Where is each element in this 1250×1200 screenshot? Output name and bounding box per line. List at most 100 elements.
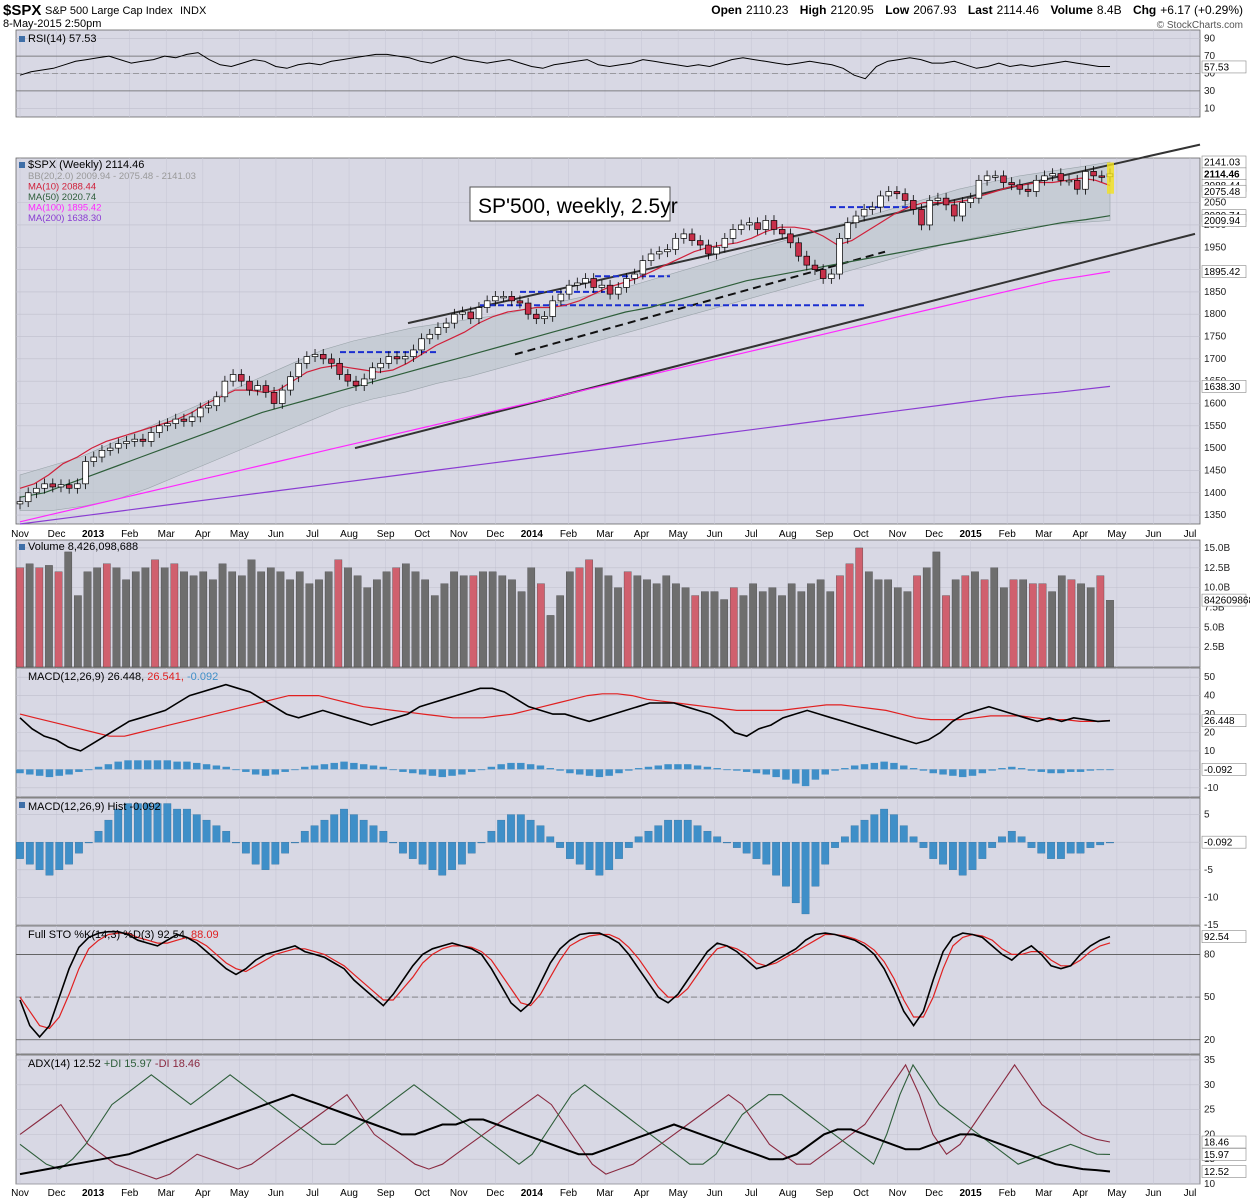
macd-hist-bar bbox=[94, 766, 103, 770]
macd-hist-bar bbox=[55, 769, 64, 776]
macd-hist-bar bbox=[634, 768, 643, 770]
volume-bar bbox=[1019, 579, 1028, 668]
hist-bar bbox=[782, 842, 790, 887]
macd-hist-bar bbox=[742, 769, 751, 772]
hist-bar bbox=[300, 830, 309, 843]
sto-value-tag: 92.54 bbox=[1204, 932, 1229, 943]
price-legend-item: MA(50) 2020.74 bbox=[28, 192, 96, 203]
volume-bar bbox=[102, 563, 111, 668]
volume-bar bbox=[373, 579, 381, 668]
x-axis-label: Mar bbox=[1035, 1188, 1053, 1199]
volume-bar bbox=[865, 571, 873, 668]
volume-bar bbox=[807, 583, 815, 668]
macd-hist-bar bbox=[1027, 769, 1036, 771]
adx-tick-label: 30 bbox=[1204, 1080, 1216, 1091]
hist-bar bbox=[939, 842, 947, 865]
macd-hist-bar bbox=[1096, 769, 1104, 771]
hist-bar bbox=[998, 836, 1006, 843]
volume-bar bbox=[35, 567, 44, 668]
macd-hist-bar bbox=[978, 769, 987, 774]
candle bbox=[254, 385, 261, 391]
hist-bar bbox=[408, 842, 417, 859]
macd-hist-bar bbox=[703, 766, 712, 770]
candle bbox=[672, 237, 679, 250]
macd-legend-label: MACD(12,26,9) bbox=[28, 671, 107, 683]
candle bbox=[459, 311, 466, 315]
volume-bar bbox=[363, 587, 372, 668]
macd-hist-bar bbox=[1047, 769, 1055, 774]
candle bbox=[811, 264, 819, 270]
x-axis-label: 2015 bbox=[960, 1188, 983, 1199]
panel-sto bbox=[15, 925, 1201, 1055]
low-value: 2067.93 bbox=[913, 3, 957, 17]
hist-bar bbox=[497, 819, 506, 843]
x-axis-label: Dec bbox=[48, 1188, 66, 1199]
x-axis-label: Feb bbox=[999, 1188, 1017, 1199]
volume-bar bbox=[228, 571, 237, 668]
volume-bar bbox=[816, 579, 825, 668]
hist-bar bbox=[438, 842, 447, 876]
x-axis-label: Feb bbox=[560, 529, 578, 540]
hist-bar bbox=[654, 825, 663, 843]
candle bbox=[65, 484, 73, 489]
adx-right-label-tag-box bbox=[1201, 1148, 1247, 1161]
volume-bar bbox=[778, 595, 786, 668]
rsi-tick-label: 30 bbox=[1204, 86, 1216, 97]
volume-bar bbox=[131, 571, 140, 668]
candle bbox=[33, 487, 40, 494]
volume-bar bbox=[141, 567, 150, 668]
hist-bar bbox=[752, 842, 761, 859]
candle bbox=[1098, 175, 1106, 178]
hist-bar bbox=[35, 842, 44, 870]
x-axis-label: Apr bbox=[1073, 529, 1089, 540]
macd-hist-bar bbox=[261, 769, 270, 776]
candle bbox=[131, 438, 138, 442]
x-axis-label: Jul bbox=[745, 1188, 758, 1199]
candle bbox=[1065, 179, 1073, 183]
x-axis-label: Aug bbox=[779, 529, 797, 540]
adx-right-label-tag-box bbox=[1201, 1135, 1247, 1149]
volume-bar bbox=[672, 583, 680, 668]
hist-bar bbox=[1096, 842, 1105, 846]
x-axis-label: Nov bbox=[450, 529, 468, 540]
adx-tick-label: 10 bbox=[1204, 1179, 1216, 1190]
candle bbox=[82, 461, 89, 485]
candle bbox=[680, 233, 688, 239]
candle bbox=[426, 333, 433, 340]
candle bbox=[787, 233, 794, 244]
hist-bar bbox=[840, 836, 849, 843]
hist-bar bbox=[507, 814, 515, 843]
low-label: Low bbox=[885, 3, 910, 17]
x-axis-label: Apr bbox=[634, 1188, 650, 1199]
adx-legend-adx: ADX(14) 12.52 bbox=[28, 1058, 104, 1070]
hist-value-tag-box bbox=[1201, 835, 1247, 849]
candle bbox=[311, 354, 319, 357]
volume-bar bbox=[1029, 583, 1037, 668]
macd-hist-bar bbox=[45, 769, 54, 778]
volume-bar bbox=[575, 567, 584, 668]
x-axis-label: 2014 bbox=[521, 529, 544, 540]
price-tick-label: 1600 bbox=[1204, 398, 1227, 409]
x-axis-label: Oct bbox=[853, 1188, 869, 1199]
volume-bar bbox=[353, 575, 362, 668]
macd-hist-bar bbox=[75, 769, 83, 772]
macd-tick-label: -10 bbox=[1204, 783, 1219, 794]
hist-bar bbox=[605, 842, 614, 870]
hist-bar bbox=[251, 842, 260, 865]
hist-bar bbox=[664, 819, 672, 843]
candle bbox=[508, 296, 515, 302]
macd-hist-bar bbox=[330, 762, 338, 770]
volume-bar bbox=[180, 571, 188, 668]
candle bbox=[656, 251, 663, 255]
price-tick-label: 1500 bbox=[1204, 443, 1227, 454]
hist-tick-label: -15 bbox=[1204, 920, 1219, 931]
volume-bar bbox=[768, 587, 777, 668]
hist-bar bbox=[94, 830, 103, 843]
macd-hist-bar bbox=[546, 768, 555, 770]
candle bbox=[418, 338, 425, 351]
hist-bar bbox=[320, 819, 329, 843]
macd-line bbox=[19, 683, 1111, 752]
macd-hist-bar bbox=[153, 760, 162, 770]
hist-bar bbox=[958, 842, 967, 876]
candle bbox=[885, 191, 892, 197]
